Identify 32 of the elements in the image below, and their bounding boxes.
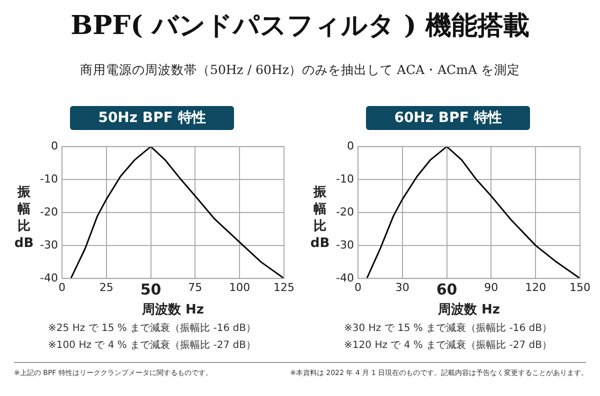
y-tick-label: -30 <box>336 238 354 252</box>
x-tick-label: 90 <box>484 280 498 294</box>
x-tick-label: 75 <box>188 280 202 294</box>
x-tick-label: 120 <box>525 280 546 294</box>
text: ※25 Hz で 15 % まで減衰（振幅比 -16 dB） <box>47 322 257 336</box>
y-tick-label: -10 <box>336 172 354 186</box>
x-tick-label: 25 <box>99 280 114 294</box>
text: ※30 Hz で 15 % まで減衰（振幅比 -16 dB） <box>343 322 553 336</box>
y-tick-label: -10 <box>40 172 58 186</box>
x-axis-title: 周波数 Hz <box>140 302 204 318</box>
x-tick-label: 60 <box>436 280 458 298</box>
text: ※120 Hz で 4 % まで減衰（振幅比 -27 dB） <box>343 338 553 353</box>
chart-title: 50Hz BPF 特性 <box>70 106 234 130</box>
y-tick-label: -30 <box>40 238 58 252</box>
chart-title: 60Hz BPF 特性 <box>366 106 530 130</box>
x-tick-label: 150 <box>570 280 590 294</box>
y-tick-label: 0 <box>346 139 354 152</box>
x-tick-label: 30 <box>395 280 410 294</box>
y-tick-label: -20 <box>40 205 58 218</box>
y-axis-title: 振幅比 dB <box>309 184 331 252</box>
y-axis-title: 振幅比 dB <box>13 184 35 252</box>
text: BPF( バンドパスフィルタ ) 機能搭載 <box>70 10 530 43</box>
y-tick-label: -40 <box>336 271 354 284</box>
x-tick-label: 50 <box>140 280 162 298</box>
x-tick-label: 125 <box>274 280 294 294</box>
text: 商用電源の周波数帯（50Hz / 60Hz）のみを抽出して ACA・ACmA を測定 <box>79 62 521 79</box>
y-tick-label: -20 <box>336 205 354 218</box>
y-tick-label: -40 <box>40 271 58 284</box>
y-tick-label: 0 <box>50 139 58 152</box>
x-axis-title: 周波数 Hz <box>436 302 500 318</box>
text: ※100 Hz で 4 % まで減衰（振幅比 -27 dB） <box>47 338 257 353</box>
x-tick-label: 100 <box>229 280 250 294</box>
